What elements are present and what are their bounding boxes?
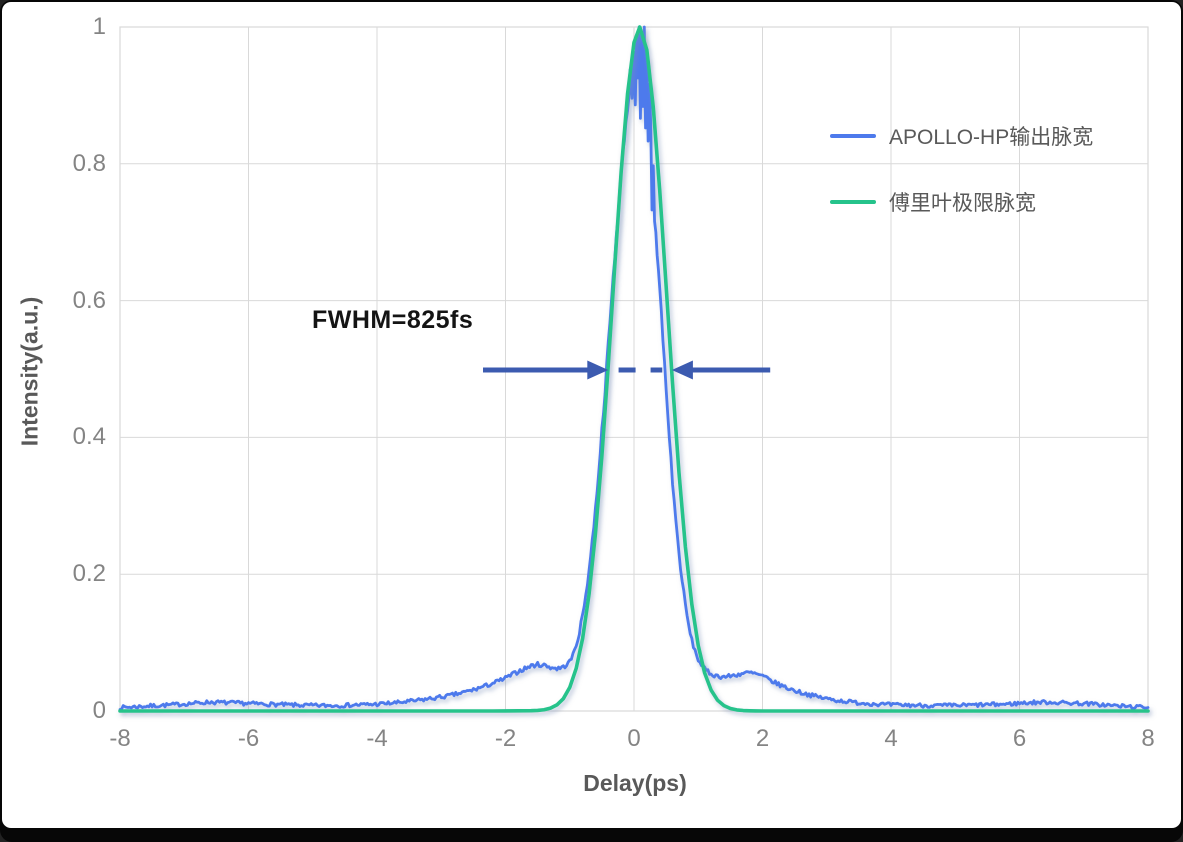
y-tick-label: 0 bbox=[92, 697, 106, 724]
y-tick-label: 0.2 bbox=[72, 560, 106, 588]
fourier-limit-curve bbox=[118, 25, 1150, 713]
legend: APOLLO-HP输出脉宽 傅里叶极限脉宽 bbox=[830, 114, 1093, 246]
plot-area bbox=[118, 25, 1150, 713]
fwhm-annotation-label: FWHM=825fs bbox=[312, 306, 474, 334]
x-axis-title: Delay(ps) bbox=[583, 770, 687, 796]
x-tick-label: 4 bbox=[884, 725, 898, 752]
y-tick-label: 0.8 bbox=[72, 149, 106, 177]
legend-item-measured: APOLLO-HP输出脉宽 bbox=[830, 114, 1093, 158]
plot-border bbox=[119, 26, 1149, 712]
x-tick-label: 2 bbox=[755, 725, 770, 752]
x-tick-label: 6 bbox=[1012, 725, 1027, 752]
x-tick-label: -4 bbox=[366, 725, 388, 752]
fwhm-left-arrow-head bbox=[587, 360, 609, 380]
fwhm-right-arrow-head bbox=[671, 360, 693, 380]
fourier-limit-series-swatch bbox=[830, 200, 876, 204]
chart-card: Intensity(a.u.) Delay(ps) 1 0.8 0.6 0.4 0.2 0… bbox=[2, 2, 1181, 828]
x-tick-label: -8 bbox=[109, 725, 131, 752]
legend-item-fourier-limit: 傅里叶极限脉宽 bbox=[830, 180, 1093, 224]
y-tick-label: 0.6 bbox=[72, 286, 106, 314]
x-tick-label: -6 bbox=[237, 725, 260, 752]
x-tick-label: 8 bbox=[1141, 725, 1155, 752]
measured-series-swatch bbox=[830, 134, 876, 138]
legend-label-fourier-limit: 傅里叶极限脉宽 bbox=[889, 192, 1036, 215]
y-tick-label: 0.4 bbox=[72, 423, 106, 451]
y-tick-label: 1 bbox=[92, 13, 106, 40]
legend-label-measured: APOLLO-HP输出脉宽 bbox=[889, 126, 1094, 149]
x-tick-label: -2 bbox=[494, 725, 517, 752]
x-tick-label: 0 bbox=[627, 725, 641, 752]
